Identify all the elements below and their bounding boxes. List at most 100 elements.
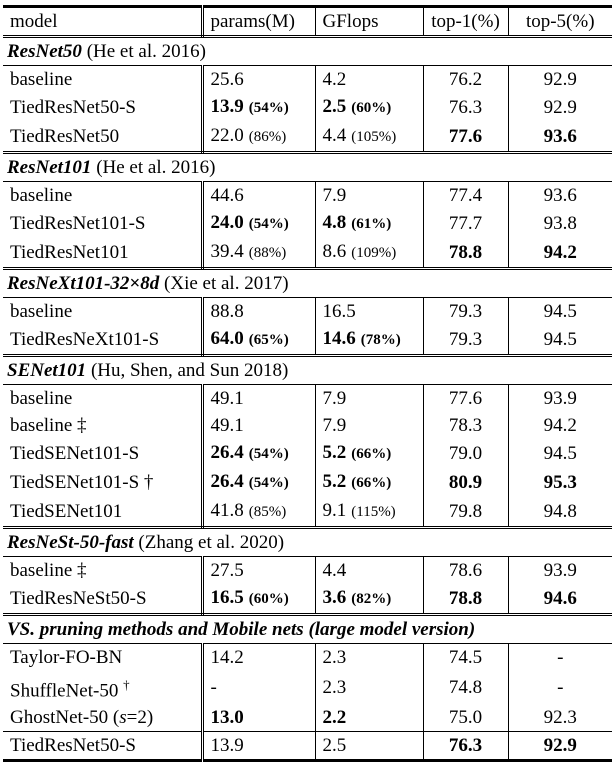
- table-body: ResNet50 (He et al. 2016) baseline 25.6 4.2…: [3, 36, 612, 761]
- value: -: [557, 647, 564, 668]
- value: 41.8: [210, 500, 244, 521]
- table-row: baseline 25.6 4.2 76.2 92.9: [3, 65, 612, 93]
- table-row: TiedResNet50-S 13.9 2.5 76.3 92.9: [3, 731, 612, 761]
- col-header-params: params(M): [202, 6, 316, 38]
- gflops-cell: 3.6 (82%): [315, 584, 424, 616]
- top1-cell: 77.6: [423, 122, 509, 154]
- table-row: TiedResNet101 39.4 (88%) 8.6 (109%) 78.8 94.2: [3, 238, 612, 270]
- text-segment: TiedResNet50: [10, 126, 120, 147]
- model-cell: baseline ‡: [3, 556, 204, 584]
- params-cell: 26.4 (54%): [202, 468, 316, 497]
- section-header: ResNet50 (He et al. 2016): [3, 36, 612, 66]
- section-title: ResNet101 (He et al. 2016): [3, 152, 612, 182]
- text-segment: baseline: [10, 388, 73, 409]
- section-title: ResNeSt-50-fast (Zhang et al. 2020): [3, 527, 612, 557]
- reduction-percent: (82%): [351, 591, 392, 607]
- top1-cell: 79.0: [423, 439, 509, 468]
- top1-cell: 79.3: [423, 325, 509, 357]
- value: 94.6: [543, 588, 577, 609]
- top1-cell: 78.8: [423, 238, 509, 270]
- model-cell: baseline: [3, 181, 204, 209]
- value: 2.3: [322, 647, 347, 668]
- text-segment: ResNeXt101-32: [7, 273, 130, 294]
- value: 94.5: [543, 443, 577, 464]
- table-row: baseline 88.8 16.5 79.3 94.5: [3, 297, 612, 326]
- value: 77.6: [448, 388, 483, 409]
- value: 78.8: [448, 588, 483, 609]
- model-cell: GhostNet-50 (s=2): [3, 704, 204, 733]
- value: 93.9: [543, 388, 577, 409]
- value: -: [210, 677, 217, 699]
- value: 44.6: [210, 185, 244, 206]
- gflops-cell: 5.2 (66%): [315, 439, 424, 468]
- value: 80.9: [448, 472, 483, 493]
- value: 92.9: [543, 735, 577, 757]
- model-cell: TiedResNet101: [3, 238, 204, 270]
- reduction-percent: (115%): [351, 504, 396, 520]
- text-segment: ShuffleNet-50: [10, 680, 124, 702]
- value: 4.4: [322, 560, 347, 581]
- top1-cell: 79.8: [423, 497, 509, 529]
- top5-cell: 93.9: [508, 385, 612, 413]
- top5-cell: 93.8: [508, 209, 612, 238]
- value: 16.5: [210, 587, 244, 608]
- text-segment: ×: [129, 273, 141, 294]
- gflops-cell: 4.8 (61%): [315, 209, 424, 238]
- gflops-cell: 16.5: [315, 297, 424, 325]
- top1-cell: 78.6: [423, 556, 509, 584]
- value: 94.2: [543, 415, 577, 436]
- section-header: VS. pruning methods and Mobile nets (lar…: [3, 614, 612, 644]
- text-segment: GhostNet-50 (: [10, 707, 120, 729]
- table-row: Taylor-FO-BN 14.2 2.3 74.5 -: [3, 643, 612, 671]
- text-segment: TiedSENet101-S: [10, 443, 140, 464]
- value: 64.0: [210, 328, 244, 349]
- params-cell: 25.6: [202, 65, 316, 93]
- value: 8.6: [322, 241, 347, 262]
- value: 95.3: [543, 472, 577, 493]
- model-cell: baseline: [3, 297, 204, 325]
- text-segment: baseline ‡: [10, 560, 87, 581]
- top5-cell: 92.9: [508, 93, 612, 122]
- value: 25.6: [210, 69, 244, 90]
- params-cell: -: [202, 671, 316, 705]
- text-segment: †: [123, 677, 130, 692]
- table-row: GhostNet-50 (s=2) 13.0 2.2 75.0 92.3: [3, 704, 612, 733]
- params-cell: 26.4 (54%): [202, 439, 316, 468]
- reduction-percent: (109%): [351, 245, 397, 261]
- section-header: ResNeSt-50-fast (Zhang et al. 2020): [3, 527, 612, 557]
- value: 92.9: [543, 97, 577, 118]
- model-cell: TiedResNet50-S: [3, 93, 204, 122]
- params-cell: 27.5: [202, 556, 316, 584]
- top5-cell: 94.2: [508, 412, 612, 439]
- gflops-cell: 8.6 (109%): [315, 238, 424, 270]
- top1-cell: 75.0: [423, 704, 509, 733]
- section-title: VS. pruning methods and Mobile nets (lar…: [3, 614, 612, 644]
- reduction-percent: (66%): [351, 475, 392, 491]
- text-segment: VS. pruning methods and Mobile nets (lar…: [7, 619, 476, 640]
- value: 92.3: [543, 707, 577, 729]
- col-header-top5: top-5(%): [508, 6, 612, 38]
- table-row: TiedResNet101-S 24.0 (54%) 4.8 (61%) 77.7 93.8: [3, 209, 612, 238]
- reduction-percent: (60%): [351, 100, 392, 116]
- params-cell: 16.5 (60%): [202, 584, 316, 616]
- model-cell: TiedSENet101-S: [3, 439, 204, 468]
- table-row: TiedSENet101 41.8 (85%) 9.1 (115%) 79.8 94.8: [3, 497, 612, 529]
- top1-cell: 78.3: [423, 412, 509, 439]
- top5-cell: 94.5: [508, 298, 612, 326]
- section-title: ResNet50 (He et al. 2016): [3, 36, 612, 66]
- params-cell: 88.8: [202, 297, 316, 325]
- top5-cell: 93.9: [508, 557, 612, 585]
- top1-cell: 76.2: [423, 65, 509, 93]
- value: 26.4: [210, 471, 244, 492]
- value: 7.9: [322, 388, 347, 409]
- value: 93.6: [543, 185, 577, 206]
- value: 74.5: [448, 647, 483, 668]
- value: 88.8: [210, 301, 244, 322]
- top5-cell: 92.9: [508, 732, 612, 761]
- section-header: ResNeXt101-32×8d (Xie et al. 2017): [3, 268, 612, 298]
- value: 5.2: [322, 442, 347, 463]
- model-cell: Taylor-FO-BN: [3, 643, 204, 671]
- value: 22.0: [210, 125, 244, 146]
- text-segment: TiedSENet101: [10, 501, 123, 522]
- text-segment: (Hu, Shen, and Sun 2018): [86, 360, 289, 381]
